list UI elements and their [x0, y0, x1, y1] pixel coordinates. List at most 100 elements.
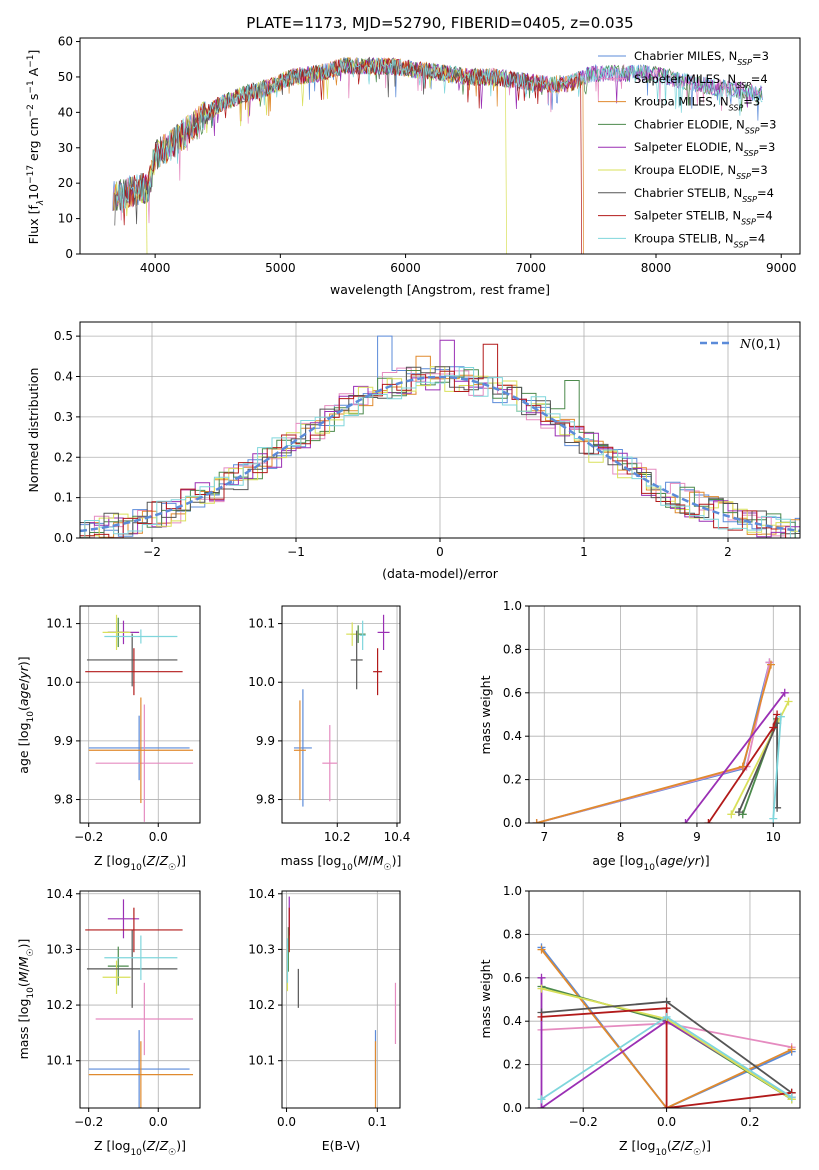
p4-points — [293, 614, 390, 807]
p8-xlabel: Z [log10(Z/Z☉)] — [619, 1138, 711, 1158]
p6-point-kroupa-stelib — [104, 935, 178, 981]
spectrum-ytick-label-6: 60 — [58, 35, 73, 49]
p7-ytick-label-3: 10.4 — [248, 887, 275, 901]
p3-xlabel: Z [log10(Z/Z☉)] — [94, 853, 186, 873]
p6-frame — [79, 890, 201, 1109]
spectrum-xtick-label-1: 5000 — [265, 261, 296, 275]
p5-ytick-label-5: 1.0 — [503, 599, 522, 613]
p5-ytick-label-0: 0.0 — [503, 816, 522, 830]
hist-legend-label: N(0,1) — [739, 336, 781, 351]
p3-xtick-label-1: 0.0 — [149, 830, 168, 844]
p8-line-kroupa-miles — [540, 949, 793, 1108]
p8-ylabel: mass weight — [478, 959, 493, 1038]
p6-xtick-label-0: −0.2 — [74, 1115, 103, 1129]
hist-series-kroupa-stelib — [80, 367, 800, 538]
hist-xlabel: (data-model)/error — [382, 566, 499, 581]
p7-ytick-label-1: 10.2 — [248, 998, 275, 1012]
hist-ytick-label-1: 0.1 — [54, 491, 73, 505]
p6-point-chabrier-miles — [88, 1030, 190, 1108]
spectrum-xtick-label-4: 8000 — [641, 261, 672, 275]
p7-frame — [281, 890, 401, 1109]
p8-marker-kroupa-stelib-1 — [662, 1012, 671, 1021]
spectrum-ytick-label-5: 50 — [58, 70, 73, 84]
spectrum-xtick-label-0: 4000 — [140, 261, 171, 275]
p6-xlabel: Z [log10(Z/Z☉)] — [94, 1138, 186, 1158]
p3-ytick-label-3: 10.1 — [46, 617, 73, 631]
age-vs-mass-panel: mass [log10(M/M☉)] 10.2 10.4 9.8 9.9 10.0 10.… — [248, 605, 410, 873]
p6-ytick-label-0: 10.1 — [46, 1054, 73, 1068]
p3-point-chabrier-stelib — [86, 633, 178, 687]
p7-points — [286, 896, 397, 1108]
p6-ytick-label-2: 10.3 — [46, 942, 73, 956]
hist-ytick-label-3: 0.3 — [54, 410, 73, 424]
p8-marker-kroupa-miles-2 — [787, 1045, 796, 1054]
spectrum-series-kroupa-stelib — [115, 57, 763, 213]
spectrum-xtick-label-2: 6000 — [390, 261, 421, 275]
spectrum-ytick-label-2: 20 — [58, 176, 73, 190]
p6-point-chabrier-stelib — [86, 929, 178, 1008]
p7-xtick-label-0: 0.0 — [277, 1115, 296, 1129]
spectrum-xtick-label-5: 9000 — [766, 261, 797, 275]
p4-ytick-label-0: 9.8 — [256, 793, 275, 807]
hist-xtick-label-4: 2 — [724, 545, 732, 559]
p5-marker-salpeter-elodie-1 — [780, 688, 789, 697]
p8-marker-kroupa-miles-0 — [537, 945, 546, 954]
hist-steps — [80, 335, 800, 538]
p5-marker-salpeter-stelib-0 — [704, 819, 713, 823]
p8-line-salpeter-stelib — [541, 1007, 792, 1108]
spectrum-frame — [79, 37, 801, 255]
legend-label-chabrier-stelib: Chabrier STELIB, NSSP=4 — [634, 186, 774, 204]
p5-marker-kroupa-miles-1 — [738, 762, 747, 771]
p8-marker-salpeter-elodie-0 — [537, 973, 546, 982]
hist-ytick-label-5: 0.5 — [54, 329, 73, 343]
p5-line-chabrier-miles — [536, 662, 771, 823]
p6-point-chabrier-elodie — [107, 946, 129, 986]
p8-xtick-label-2: 0.2 — [740, 1115, 759, 1129]
p3-xtick-label-0: −0.2 — [74, 830, 103, 844]
p5-line-salpeter-elodie — [684, 692, 786, 823]
p3-frame — [79, 605, 201, 824]
p5-xtick-label-1: 8 — [617, 830, 625, 844]
p4-ytick-label-2: 10.0 — [248, 675, 275, 689]
p5-marker-kroupa-stelib-0 — [769, 814, 778, 823]
p8-lines — [537, 943, 796, 1108]
mass-vs-metallicity-panel: Z [log10(Z/Z☉)] mass [log10(M/M☉)] −0.2 0… — [16, 887, 201, 1158]
hist-series-salpeter-elodie — [80, 339, 800, 538]
p3-point-chabrier-miles — [88, 715, 190, 781]
p3-ytick-label-0: 9.8 — [54, 793, 73, 807]
p5-marker-salpeter-stelib-1 — [769, 723, 778, 732]
p5-marker-kroupa-miles-2 — [766, 660, 775, 669]
legend-label-salpeter-miles: Salpeter MILES, NSSP=4 — [634, 72, 768, 90]
p8-ytick-label-1: 0.2 — [503, 1058, 522, 1072]
spectrum-title: PLATE=1173, MJD=52790, FIBERID=0405, z=0… — [246, 14, 633, 32]
hist-xtick-label-2: 0 — [436, 545, 444, 559]
hist-xtick-label-3: 1 — [580, 545, 588, 559]
p4-xlabel: mass [log10(M/M☉)] — [281, 853, 402, 873]
p5-xtick-label-0: 7 — [540, 830, 548, 844]
hist-xtick-label-1: −1 — [287, 545, 305, 559]
p6-point-salpeter-stelib — [85, 907, 183, 953]
p3-ytick-label-2: 10.0 — [46, 675, 73, 689]
p3-ytick-label-1: 9.9 — [54, 734, 73, 748]
spectrum-panel: PLATE=1173, MJD=52790, FIBERID=0405, z=0… — [26, 14, 801, 297]
weight-vs-age-panel: age [log10(age/yr)] mass weight 7 8 9 10 0.0… — [478, 599, 801, 873]
legend-label-chabrier-elodie: Chabrier ELODIE, NSSP=3 — [634, 117, 776, 135]
p3-point-kroupa-elodie — [102, 614, 131, 650]
p5-ytick-label-4: 0.8 — [503, 642, 522, 656]
spectrum-series-kroupa-elodie — [114, 56, 507, 254]
hist-ytick-label-0: 0.0 — [54, 531, 73, 545]
spectrum-ylabel: Flux [fλ10−17 erg cm−2 s−1 A−1] — [26, 50, 46, 245]
hist-gaussian-curve — [80, 375, 800, 533]
p7-ytick-label-2: 10.3 — [248, 942, 275, 956]
p5-marker-kroupa-miles-0 — [532, 819, 541, 823]
mass-vs-reddening-panel: E(B-V) 0.0 0.1 10.1 10.2 10.3 10.4 — [248, 887, 401, 1153]
legend-label-kroupa-elodie: Kroupa ELODIE, NSSP=3 — [634, 163, 768, 181]
p8-ytick-label-5: 1.0 — [503, 884, 522, 898]
residual-histogram-panel: (data-model)/error Normed distribution −… — [26, 321, 801, 581]
p4-point-chabrier-stelib — [350, 630, 363, 690]
weight-vs-metallicity-panel: Z [log10(Z/Z☉)] mass weight −0.2 0.0 0.2 0.… — [478, 884, 801, 1158]
p7-xlabel: E(B-V) — [322, 1138, 361, 1153]
p5-marker-kroupa-stelib-1 — [776, 712, 785, 721]
p8-marker-kroupa-stelib-0 — [537, 1095, 546, 1104]
